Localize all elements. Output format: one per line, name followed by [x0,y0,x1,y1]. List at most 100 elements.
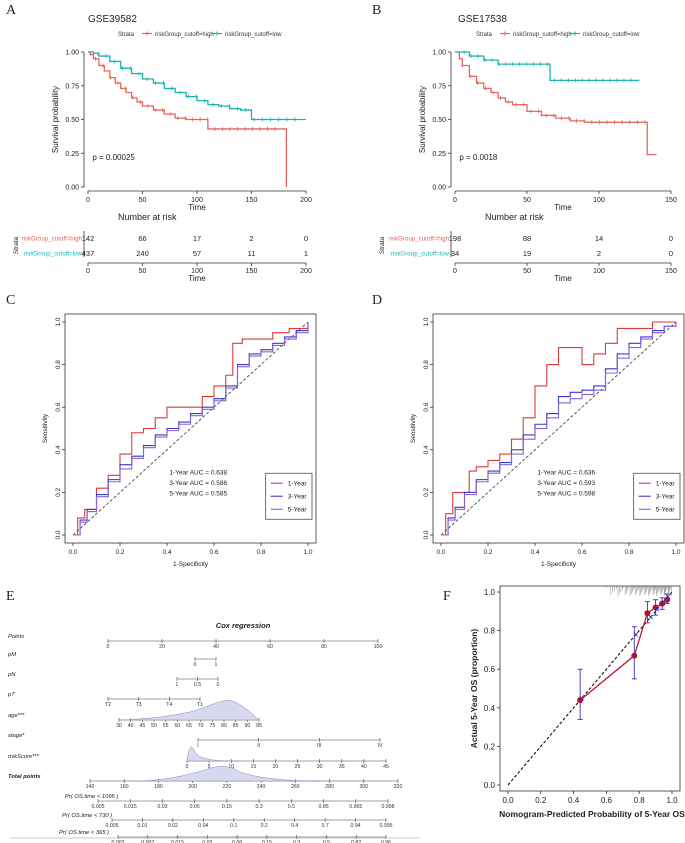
nomo-tick-label-8-3: 0.06 [190,804,200,810]
roc-legend-label-D-2: 5-Year [656,507,676,514]
risk-title-A: Number at risk [118,212,177,222]
roc-ytick-label-C-0: 0.0 [55,530,62,539]
km-legend-label-B-0: riskGroup_cutoff=high [513,32,572,38]
nomo-row-label-9: Pr( OS.time < 730 ) [62,813,112,819]
nomo-tick-label-5-3: IV [378,743,383,749]
roc-ytick-label-C-2: 0.4 [55,445,62,454]
km-legend-label-A-1: riskGroup_cutoff=low [225,32,282,38]
risk-value-B-0-3: 0 [669,234,673,243]
calib-cross-b-5 [665,594,671,600]
calib-point-1 [631,652,638,659]
calib-ytick-label-0: 0.0 [484,781,496,790]
panel-label-B: B [372,3,381,18]
panel-label-F: F [443,589,451,604]
nomo-tick-label-6-0: 0 [186,764,189,770]
nomo-tick-label-9-8: 0.94 [351,823,361,829]
calib-ytick-label-2: 0.4 [484,704,496,713]
calib-ytick-label-4: 0.8 [484,627,496,636]
nomo-title: Cox regression [216,621,271,630]
nomo-tick-label-2-1: 0.5 [194,682,201,688]
risk-value-B-1-2: 2 [597,249,601,258]
km-ytick-label-B-3: 0.75 [432,83,446,90]
calib-point-5 [664,596,671,603]
nomo-row-label-1: pM [7,652,16,658]
nomo-tick-label-5-0: I [197,743,198,749]
nomo-tick-label-7-7: 280 [325,784,334,790]
nomo-risk-density [186,746,241,762]
nomo-tick-label-0-3: 60 [267,644,273,650]
nomo-tick-label-3-3: T1 [197,702,203,708]
nomo-row-label-8: Pr( OS.time < 1095 ) [65,794,118,800]
km-legend-title-A: Strata [118,32,135,38]
nomo-tick-label-9-9: 0.995 [380,823,393,829]
nomo-tick-label-8-8: 0.965 [349,804,362,810]
calib-xtick-label-0: 0.0 [502,796,514,805]
calib-ytick-label-3: 0.6 [484,665,496,674]
nomo-tick-label-6-7: 35 [339,764,345,770]
nomo-tick-label-10-2: 0.015 [171,840,184,843]
roc-frame-D [432,313,685,544]
nomo-tick-label-10-7: 0.5 [323,840,330,843]
risk-value-A-0-4: 0 [304,234,308,243]
nomo-tick-label-4-10: 85 [233,723,239,729]
nomo-tick-label-4-5: 60 [174,723,180,729]
km-ylabel-A: Survival probability [51,86,60,153]
roc-legend-label-D-0: 1-Year [656,481,676,488]
risk-xtick-label-A-1: 50 [139,268,147,275]
nomo-tick-label-8-0: 0.005 [92,804,105,810]
nomo-tick-label-7-6: 260 [291,784,300,790]
km-curve-B-high [455,51,657,156]
roc-ytick-label-D-0: 0.0 [423,530,430,539]
nomo-tick-label-3-1: T3 [136,702,142,708]
risk-xlabel-B: Time [554,274,572,283]
km-legend-label-A-0: riskGroup_cutoff=high [155,32,214,38]
km-xtick-label-A-2: 100 [191,197,203,204]
risk-title-B: Number at risk [485,212,544,222]
risk-xtick-label-B-3: 150 [665,268,677,275]
risk-xlabel-A: Time [188,274,206,283]
nomo-tick-label-10-5: 0.15 [262,840,272,843]
roc-curve-D-y5 [441,322,677,536]
nomo-tick-label-7-4: 220 [223,784,232,790]
nomo-tick-label-6-4: 20 [273,764,279,770]
roc-xtick-label-C-3: 0.6 [209,549,218,556]
roc-legend-label-C-0: 1-Year [288,481,308,488]
calib-point-2 [644,610,651,617]
calib-cross-b-3 [654,607,660,612]
roc-auc-D-0: 1-Year AUC = 0.636 [537,469,595,476]
risk-row-label-B-0: riskGroup_cutoff=high [388,236,449,243]
risk-xtick-label-B-0: 0 [453,268,457,275]
nomo-tick-label-4-1: 40 [128,723,134,729]
nomo-tick-label-0-2: 40 [213,644,219,650]
roc-xtick-label-C-1: 0.2 [115,549,124,556]
nomo-tick-label-1-0: 0 [194,662,197,668]
risk-value-B-0-0: 198 [449,234,462,243]
calib-xtick-label-1: 0.2 [535,796,547,805]
nomo-tick-label-1-1: 1 [215,662,218,668]
risk-strata-label-A: Strata [13,236,20,254]
km-ytick-label-A-2: 0.50 [65,117,79,124]
risk-value-A-1-4: 1 [304,249,308,258]
risk-strata-label-B: Strata [379,236,386,254]
km-ytick-label-A-3: 0.75 [65,83,79,90]
nomo-tick-label-10-1: 0.007 [141,840,154,843]
roc-legend-label-D-1: 3-Year [656,494,676,501]
km-curve-B-low [455,51,640,81]
nomo-tick-label-9-6: 0.4 [291,823,298,829]
km-curve-A-high [88,51,288,187]
nomo-row-label-5: stage* [8,733,25,739]
km-ytick-label-A-4: 1.00 [65,50,79,57]
roc-auc-D-1: 3-Year AUC = 0.593 [537,480,595,487]
roc-curve-D-y1 [441,321,676,536]
risk-value-B-1-0: 34 [451,249,459,258]
risk-value-B-1-3: 0 [669,249,673,258]
nomo-tick-label-4-8: 75 [209,723,215,729]
km-ytick-label-B-2: 0.50 [432,117,446,124]
nomo-tick-label-4-2: 45 [139,723,145,729]
km-ytick-label-B-0: 0.00 [432,185,446,192]
risk-row-label-A-1: riskGroup_cutoff=low [24,251,83,258]
nomo-row-label-0: Points [8,634,24,640]
roc-frame-C [64,313,317,544]
nomo-row-label-6: riskScore*** [8,754,40,760]
